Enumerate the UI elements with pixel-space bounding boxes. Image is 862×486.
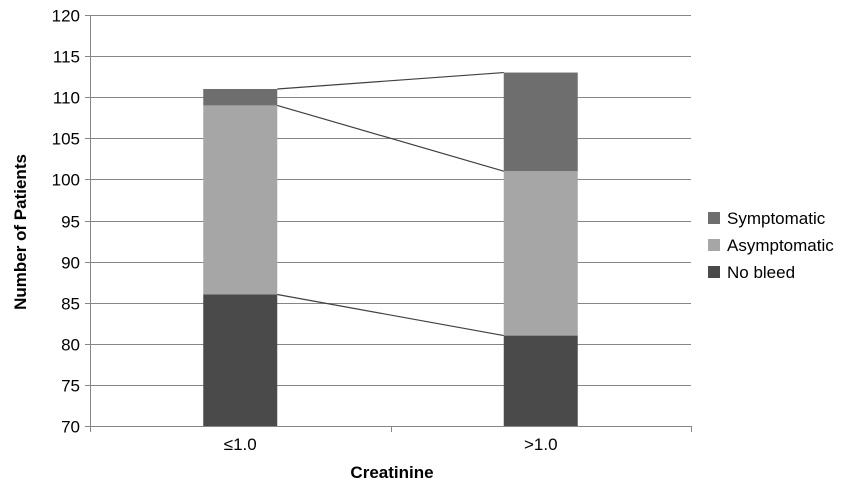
legend-label: Symptomatic: [727, 209, 826, 228]
y-tick-label: 110: [53, 89, 80, 108]
y-tick-label: 75: [61, 377, 80, 396]
bar-no-bleed: [203, 294, 277, 426]
y-tick-label: 80: [61, 336, 80, 355]
bar-no-bleed: [504, 336, 578, 426]
bar-symptomatic: [203, 89, 277, 105]
series-line: [277, 73, 504, 89]
y-axis-title: Number of Patients: [11, 154, 30, 310]
y-tick-label: 115: [53, 48, 80, 67]
y-tick-label: 95: [61, 213, 80, 232]
bar-asymptomatic: [203, 105, 277, 294]
x-tick-label: >1.0: [524, 435, 558, 454]
series-line: [277, 294, 504, 335]
legend-swatch: [708, 239, 720, 251]
x-axis-title: Creatinine: [350, 463, 433, 482]
legend-label: Asymptomatic: [727, 236, 834, 255]
x-tick-label: ≤1.0: [224, 435, 257, 454]
y-tick-label: 90: [61, 254, 80, 273]
y-tick-label: 105: [52, 130, 80, 149]
y-tick-label: 70: [61, 418, 80, 437]
legend: Symptomatic Asymptomatic No bleed: [708, 209, 834, 282]
y-tick-label: 100: [52, 171, 80, 190]
axes: [90, 15, 691, 427]
y-axis-ticks: 70 75 80 85 90 95 100 105 110 115 120: [52, 7, 90, 437]
legend-swatch: [708, 266, 720, 278]
x-axis-ticks: ≤1.0 >1.0: [91, 426, 692, 454]
y-tick-label: 120: [52, 7, 80, 26]
bars: [203, 73, 578, 426]
legend-swatch: [708, 212, 720, 224]
bar-asymptomatic: [504, 171, 578, 335]
legend-label: No bleed: [727, 263, 795, 282]
series-lines: [277, 73, 504, 336]
y-tick-label: 85: [61, 295, 80, 314]
gridlines: [90, 16, 691, 427]
bar-symptomatic: [504, 73, 578, 172]
